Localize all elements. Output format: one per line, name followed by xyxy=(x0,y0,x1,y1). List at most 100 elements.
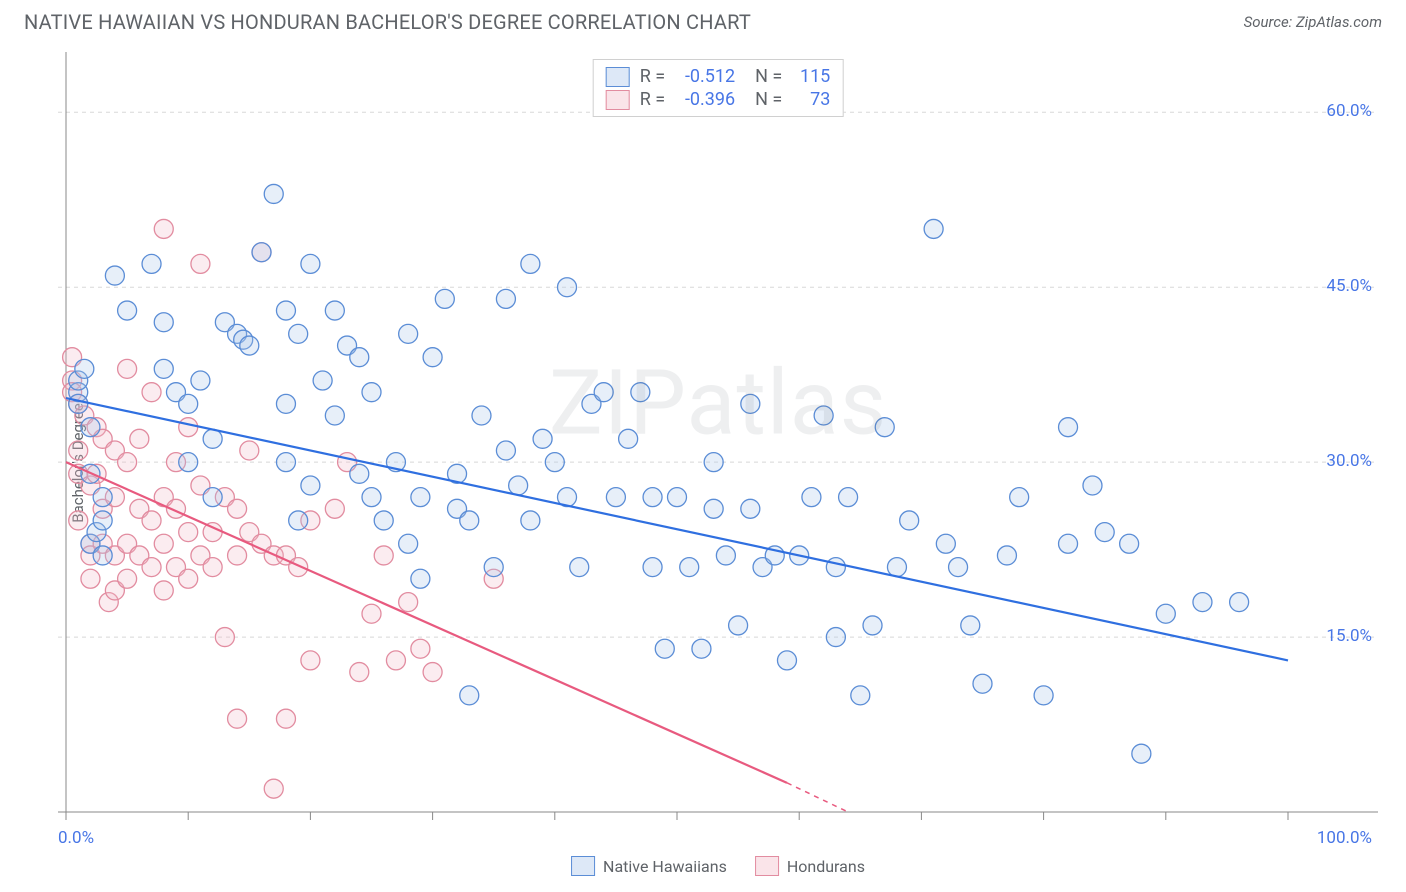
scatter-plot: ZIPatlas R =-0.512N =115R =-0.396N =73 N… xyxy=(58,52,1378,832)
scatter-point xyxy=(240,441,259,460)
scatter-point xyxy=(411,569,430,588)
scatter-point xyxy=(191,254,210,273)
r-value: -0.512 xyxy=(675,66,735,87)
scatter-point xyxy=(69,441,88,460)
scatter-point xyxy=(362,604,381,623)
scatter-point xyxy=(496,289,515,308)
scatter-point xyxy=(619,429,638,448)
scatter-point xyxy=(69,511,88,530)
scatter-point xyxy=(1132,744,1151,763)
scatter-point xyxy=(240,336,259,355)
stats-row: R = -0.512 N = 115 xyxy=(606,65,831,88)
x-tick-label: 0.0% xyxy=(58,828,94,848)
scatter-point xyxy=(558,278,577,297)
n-value: 115 xyxy=(792,66,830,87)
scatter-point xyxy=(154,359,173,378)
scatter-point xyxy=(179,453,198,472)
scatter-point xyxy=(118,359,137,378)
scatter-point xyxy=(900,511,919,530)
scatter-point xyxy=(105,266,124,285)
stats-row: R =-0.396N =73 xyxy=(606,88,831,111)
scatter-point xyxy=(69,394,88,413)
scatter-point xyxy=(362,488,381,507)
scatter-point xyxy=(924,219,943,238)
scatter-point xyxy=(142,383,161,402)
y-tick-label: 30.0% xyxy=(1326,451,1372,471)
r-label: R = xyxy=(640,66,665,87)
scatter-point xyxy=(423,663,442,682)
scatter-point xyxy=(643,558,662,577)
series-legend: Native Hawaiians Hondurans xyxy=(571,856,865,876)
scatter-point xyxy=(154,219,173,238)
scatter-point xyxy=(668,488,687,507)
n-label: N = xyxy=(755,66,782,87)
legend-item: Hondurans xyxy=(755,856,865,876)
scatter-point xyxy=(179,523,198,542)
scatter-point xyxy=(325,499,344,518)
scatter-point xyxy=(1059,418,1078,437)
scatter-point xyxy=(484,558,503,577)
scatter-point xyxy=(863,616,882,635)
scatter-point xyxy=(509,476,528,495)
scatter-point xyxy=(203,429,222,448)
scatter-point xyxy=(276,394,295,413)
scatter-point xyxy=(533,429,552,448)
scatter-point xyxy=(325,406,344,425)
scatter-point xyxy=(93,511,112,530)
scatter-point xyxy=(741,394,760,413)
scatter-point xyxy=(1120,534,1139,553)
scatter-point xyxy=(154,313,173,332)
scatter-point xyxy=(472,406,491,425)
scatter-point xyxy=(521,511,540,530)
scatter-point xyxy=(118,453,137,472)
trend-line xyxy=(66,462,787,783)
scatter-point xyxy=(130,429,149,448)
y-tick-label: 15.0% xyxy=(1326,626,1372,646)
scatter-point xyxy=(692,639,711,658)
scatter-point xyxy=(851,686,870,705)
scatter-point xyxy=(1010,488,1029,507)
scatter-point xyxy=(606,488,625,507)
scatter-point xyxy=(496,441,515,460)
scatter-point xyxy=(875,418,894,437)
legend-label: Native Hawaiians xyxy=(603,857,727,876)
scatter-point xyxy=(399,324,418,343)
scatter-point xyxy=(191,371,210,390)
scatter-point xyxy=(814,406,833,425)
scatter-point xyxy=(961,616,980,635)
source-label: Source: ZipAtlas.com xyxy=(1244,13,1382,31)
scatter-point xyxy=(93,488,112,507)
scatter-point xyxy=(142,558,161,577)
scatter-point xyxy=(386,651,405,670)
y-tick-label: 45.0% xyxy=(1326,276,1372,296)
x-tick-label: 100.0% xyxy=(1317,828,1372,848)
legend-swatch xyxy=(571,856,595,876)
scatter-point xyxy=(411,639,430,658)
scatter-point xyxy=(1156,604,1175,623)
scatter-point xyxy=(142,254,161,273)
scatter-point xyxy=(997,546,1016,565)
scatter-point xyxy=(301,254,320,273)
scatter-point xyxy=(399,534,418,553)
scatter-point xyxy=(631,383,650,402)
scatter-point xyxy=(362,383,381,402)
scatter-point xyxy=(887,558,906,577)
r-label: R = xyxy=(640,89,665,110)
scatter-point xyxy=(179,418,198,437)
scatter-point xyxy=(75,359,94,378)
scatter-point xyxy=(215,628,234,647)
legend-label: Hondurans xyxy=(787,857,865,876)
scatter-point xyxy=(643,488,662,507)
scatter-point xyxy=(313,371,332,390)
scatter-point xyxy=(276,453,295,472)
scatter-point xyxy=(93,546,112,565)
scatter-point xyxy=(289,324,308,343)
scatter-point xyxy=(423,348,442,367)
scatter-point xyxy=(594,383,613,402)
scatter-point xyxy=(1059,534,1078,553)
scatter-point xyxy=(521,254,540,273)
legend-swatch xyxy=(606,67,630,87)
scatter-point xyxy=(276,709,295,728)
scatter-point xyxy=(655,639,674,658)
scatter-point xyxy=(1083,476,1102,495)
